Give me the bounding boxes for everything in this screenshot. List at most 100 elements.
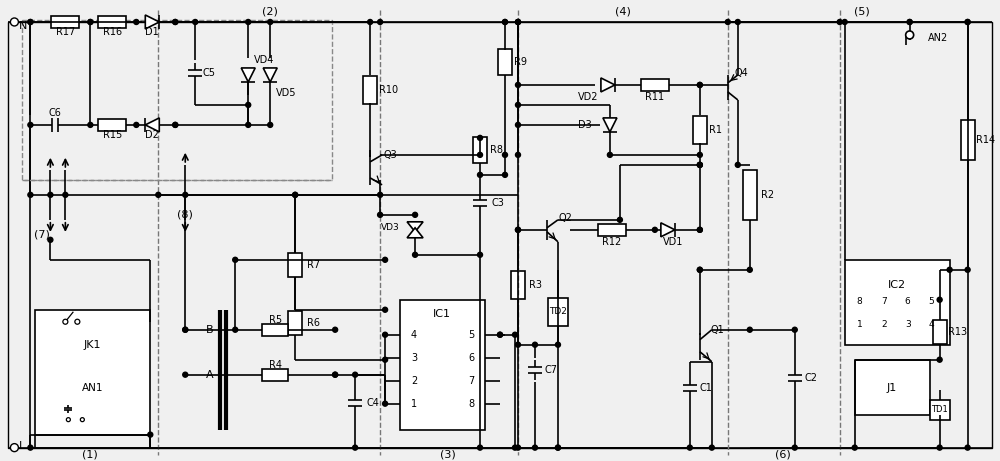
Text: 1: 1 (857, 320, 863, 329)
Circle shape (88, 123, 93, 127)
Text: (1): (1) (82, 449, 98, 460)
Text: C7: C7 (544, 365, 557, 375)
Circle shape (183, 327, 188, 332)
Text: 2: 2 (411, 376, 417, 386)
Bar (598, 224, 626, 236)
Text: D2: D2 (145, 130, 159, 140)
Circle shape (697, 162, 702, 167)
Circle shape (478, 445, 483, 450)
Text: (6): (6) (775, 449, 791, 460)
Circle shape (233, 257, 238, 262)
Circle shape (413, 213, 418, 217)
Circle shape (293, 192, 298, 197)
Text: C3: C3 (492, 198, 504, 208)
Circle shape (333, 327, 338, 332)
Circle shape (183, 372, 188, 377)
Circle shape (353, 372, 358, 377)
Text: 7: 7 (881, 297, 887, 306)
Circle shape (10, 443, 18, 452)
Text: Q1: Q1 (711, 325, 725, 335)
Text: 7: 7 (468, 376, 474, 386)
Bar (511, 271, 525, 299)
Bar (288, 253, 302, 277)
Circle shape (333, 372, 338, 377)
Text: 2: 2 (881, 320, 886, 329)
Circle shape (709, 445, 714, 450)
Text: R8: R8 (490, 145, 503, 155)
Text: B: B (206, 325, 213, 335)
Circle shape (233, 327, 238, 332)
Circle shape (28, 19, 33, 24)
Circle shape (697, 153, 702, 157)
Text: VD1: VD1 (663, 237, 683, 247)
Circle shape (502, 19, 507, 24)
Circle shape (515, 123, 520, 127)
Circle shape (378, 192, 383, 197)
Circle shape (48, 192, 53, 197)
Text: A: A (206, 370, 213, 380)
Bar (262, 324, 288, 336)
Circle shape (378, 213, 383, 217)
Circle shape (607, 153, 612, 157)
Circle shape (515, 83, 520, 88)
Circle shape (687, 445, 692, 450)
Circle shape (246, 123, 251, 127)
Circle shape (173, 19, 178, 24)
Circle shape (837, 19, 842, 24)
Circle shape (697, 162, 702, 167)
Circle shape (652, 227, 657, 232)
Bar (933, 320, 947, 344)
Text: R12: R12 (602, 237, 622, 247)
Circle shape (515, 19, 520, 24)
Circle shape (478, 172, 483, 177)
Text: (4): (4) (615, 7, 631, 17)
Circle shape (555, 342, 560, 347)
Polygon shape (603, 118, 617, 132)
Text: 5: 5 (468, 330, 474, 340)
Circle shape (478, 136, 483, 141)
Bar (35, 310, 150, 435)
Circle shape (512, 445, 517, 450)
Text: 8: 8 (857, 297, 863, 306)
Bar (930, 400, 950, 420)
Circle shape (555, 445, 560, 450)
Circle shape (515, 19, 520, 24)
Text: IC2: IC2 (888, 280, 906, 290)
Circle shape (333, 372, 338, 377)
Circle shape (697, 162, 702, 167)
Circle shape (515, 102, 520, 107)
Text: TD1: TD1 (931, 405, 948, 414)
Text: C5: C5 (203, 68, 216, 78)
Circle shape (937, 445, 942, 450)
Text: (7): (7) (34, 230, 50, 240)
Text: R2: R2 (761, 190, 774, 200)
Circle shape (965, 445, 970, 450)
Circle shape (532, 342, 537, 347)
Circle shape (378, 19, 383, 24)
Circle shape (268, 123, 273, 127)
Circle shape (947, 267, 952, 272)
Circle shape (555, 445, 560, 450)
Text: C2: C2 (804, 372, 817, 383)
Bar (98, 16, 126, 28)
Bar (363, 76, 377, 104)
Text: TD2: TD2 (549, 307, 567, 316)
Text: N: N (18, 21, 27, 31)
Text: (5): (5) (854, 7, 870, 17)
Circle shape (134, 123, 139, 127)
Text: (2): (2) (262, 7, 278, 17)
Circle shape (792, 327, 797, 332)
Text: Q3: Q3 (383, 150, 397, 160)
Bar (641, 79, 669, 91)
Bar (22, 20, 332, 180)
Text: IC1: IC1 (433, 309, 451, 319)
Circle shape (246, 102, 251, 107)
Circle shape (383, 401, 388, 406)
Circle shape (907, 19, 912, 24)
Text: R4: R4 (269, 360, 282, 370)
Circle shape (173, 19, 178, 24)
Circle shape (697, 227, 702, 232)
Circle shape (515, 153, 520, 157)
Circle shape (907, 19, 912, 24)
Circle shape (725, 19, 730, 24)
